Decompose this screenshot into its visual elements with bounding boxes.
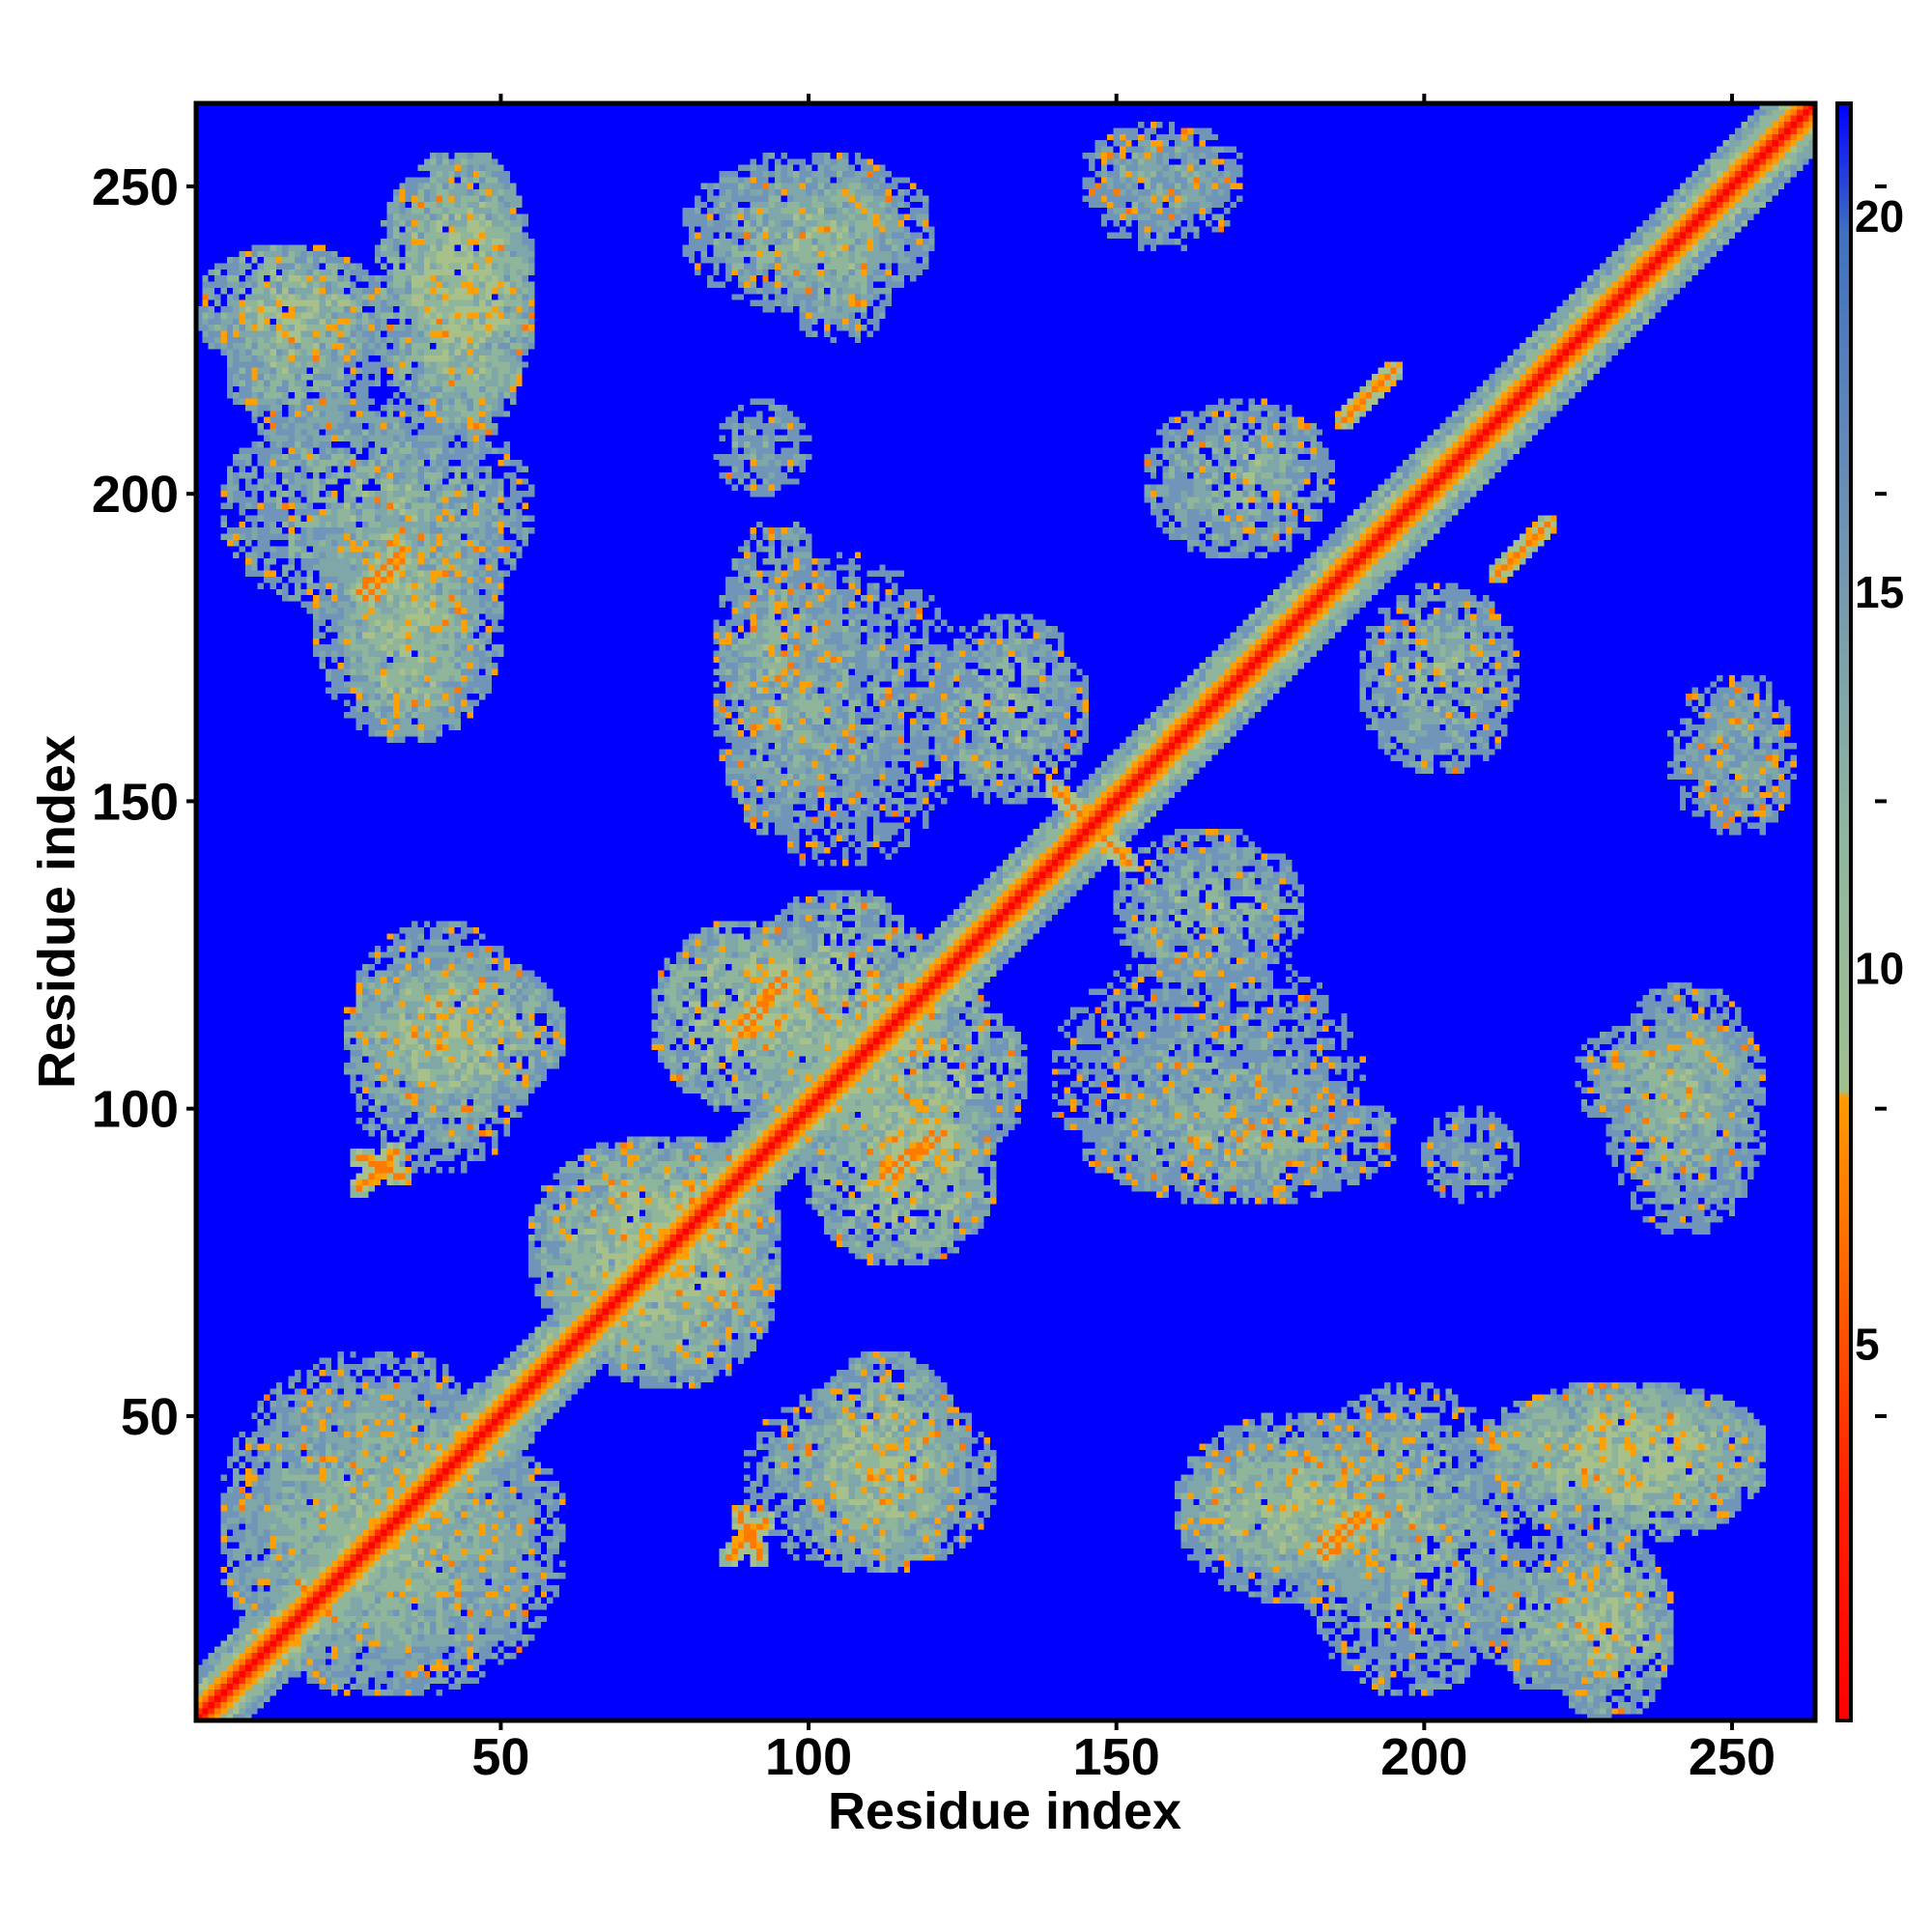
x-tick-label: 50 xyxy=(471,1728,529,1786)
x-tick-label: 150 xyxy=(1073,1728,1160,1786)
colorbar-tick-label: 5 xyxy=(1855,1320,1880,1370)
y-tick-label: 250 xyxy=(92,158,179,216)
y-axis-label: Residue index xyxy=(28,735,86,1089)
y-axis-ticks: 50 100 150 200 250 xyxy=(92,158,1887,1446)
x-tick-label: 100 xyxy=(765,1728,852,1786)
colorbar-tick-label: 15 xyxy=(1855,567,1904,617)
colorbar-tick-label: 10 xyxy=(1855,943,1904,993)
y-tick-label: 150 xyxy=(92,773,179,831)
heatmap-image xyxy=(196,103,1815,1720)
plot-frame xyxy=(193,100,1818,1723)
x-axis-label: Residue index xyxy=(828,1782,1181,1840)
y-tick-label: 100 xyxy=(92,1081,179,1139)
x-tick-label: 250 xyxy=(1689,1728,1776,1786)
colorbar-ticks: 5 10 15 20 xyxy=(1855,191,1904,1370)
y-tick-label: 50 xyxy=(121,1388,179,1446)
colorbar xyxy=(1835,101,1853,1722)
colorbar-tick-label: 20 xyxy=(1855,191,1904,242)
x-tick-label: 200 xyxy=(1380,1728,1467,1786)
y-tick-label: 200 xyxy=(92,466,179,524)
heatmap-cells xyxy=(196,103,1815,1720)
x-axis-ticks: 50 100 150 200 250 xyxy=(471,94,1776,1786)
